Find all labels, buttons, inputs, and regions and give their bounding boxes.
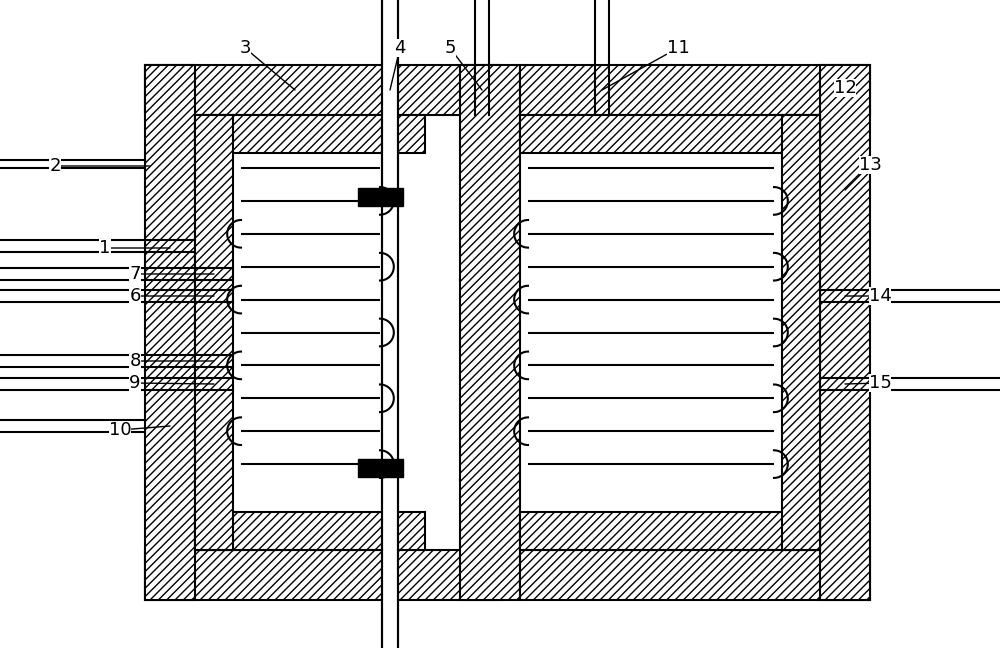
Text: 13: 13 [845, 156, 881, 190]
Bar [358, 188, 403, 206]
Text: 9: 9 [129, 374, 214, 392]
Text: 12: 12 [834, 79, 856, 97]
Bar [195, 115, 500, 550]
Bar [520, 115, 820, 550]
Bar [195, 512, 425, 550]
Bar [782, 115, 820, 550]
Bar [195, 115, 425, 153]
Bar [145, 65, 195, 600]
Bar [520, 512, 820, 550]
Bar [145, 550, 500, 600]
Text: 11: 11 [602, 39, 689, 90]
Text: 10: 10 [109, 421, 170, 439]
Bar [195, 115, 233, 550]
Text: 7: 7 [129, 265, 214, 283]
Bar [520, 115, 820, 153]
Text: 15: 15 [845, 374, 891, 392]
Text: 5: 5 [444, 39, 482, 90]
Bar [520, 153, 782, 512]
Text: 8: 8 [129, 352, 214, 370]
Text: 14: 14 [845, 287, 891, 305]
Bar [233, 153, 425, 512]
Text: 3: 3 [239, 39, 295, 90]
Bar [382, 0, 398, 648]
Bar [520, 550, 870, 600]
Bar [520, 65, 870, 115]
Bar [145, 65, 500, 115]
Bar [460, 65, 520, 600]
Bar [820, 65, 870, 600]
Text: 6: 6 [129, 287, 214, 305]
Text: 2: 2 [49, 157, 150, 175]
Bar [358, 459, 403, 477]
Text: 1: 1 [99, 239, 170, 257]
Text: 4: 4 [390, 39, 406, 90]
